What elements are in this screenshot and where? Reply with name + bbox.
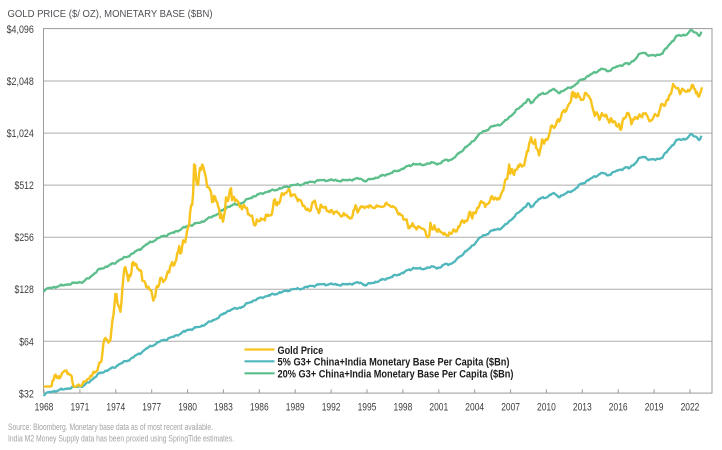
svg-text:1977: 1977 — [142, 402, 161, 414]
svg-text:GOLD PRICE ($/ OZ), MONETARY B: GOLD PRICE ($/ OZ), MONETARY BASE ($BN) — [8, 9, 213, 20]
svg-text:20% G3+ China+India Monetary B: 20% G3+ China+India Monetary Base Per Ca… — [278, 369, 514, 381]
svg-text:1995: 1995 — [358, 402, 377, 414]
svg-text:$32: $32 — [19, 388, 34, 400]
svg-text:2007: 2007 — [501, 402, 520, 414]
svg-text:1983: 1983 — [214, 402, 233, 414]
svg-text:India M2 Money Supply data has: India M2 Money Supply data has been prox… — [8, 434, 234, 444]
svg-text:$2,048: $2,048 — [7, 76, 34, 88]
svg-text:$512: $512 — [15, 180, 34, 192]
svg-text:1989: 1989 — [286, 402, 305, 414]
svg-text:2004: 2004 — [465, 402, 484, 414]
svg-text:$64: $64 — [19, 336, 34, 348]
svg-text:5% G3+ China+India Monetary Ba: 5% G3+ China+India Monetary Base Per Cap… — [278, 357, 510, 369]
svg-text:2001: 2001 — [429, 402, 448, 414]
svg-text:1992: 1992 — [322, 402, 341, 414]
svg-text:2013: 2013 — [573, 402, 592, 414]
svg-text:$128: $128 — [15, 284, 34, 296]
svg-text:1968: 1968 — [35, 402, 54, 414]
svg-text:$1,024: $1,024 — [7, 128, 34, 140]
svg-text:2019: 2019 — [645, 402, 664, 414]
svg-text:2022: 2022 — [681, 402, 700, 414]
svg-text:1971: 1971 — [71, 402, 90, 414]
svg-text:2016: 2016 — [609, 402, 628, 414]
svg-text:Source: Bloomberg. Monetary ba: Source: Bloomberg. Monetary base data as… — [8, 422, 213, 432]
svg-text:1980: 1980 — [178, 402, 197, 414]
svg-text:1998: 1998 — [394, 402, 413, 414]
svg-text:1974: 1974 — [106, 402, 125, 414]
svg-text:1986: 1986 — [250, 402, 269, 414]
svg-text:Gold Price: Gold Price — [278, 345, 324, 357]
svg-text:$256: $256 — [15, 232, 34, 244]
svg-text:2010: 2010 — [537, 402, 556, 414]
svg-text:$4,096: $4,096 — [7, 24, 34, 36]
